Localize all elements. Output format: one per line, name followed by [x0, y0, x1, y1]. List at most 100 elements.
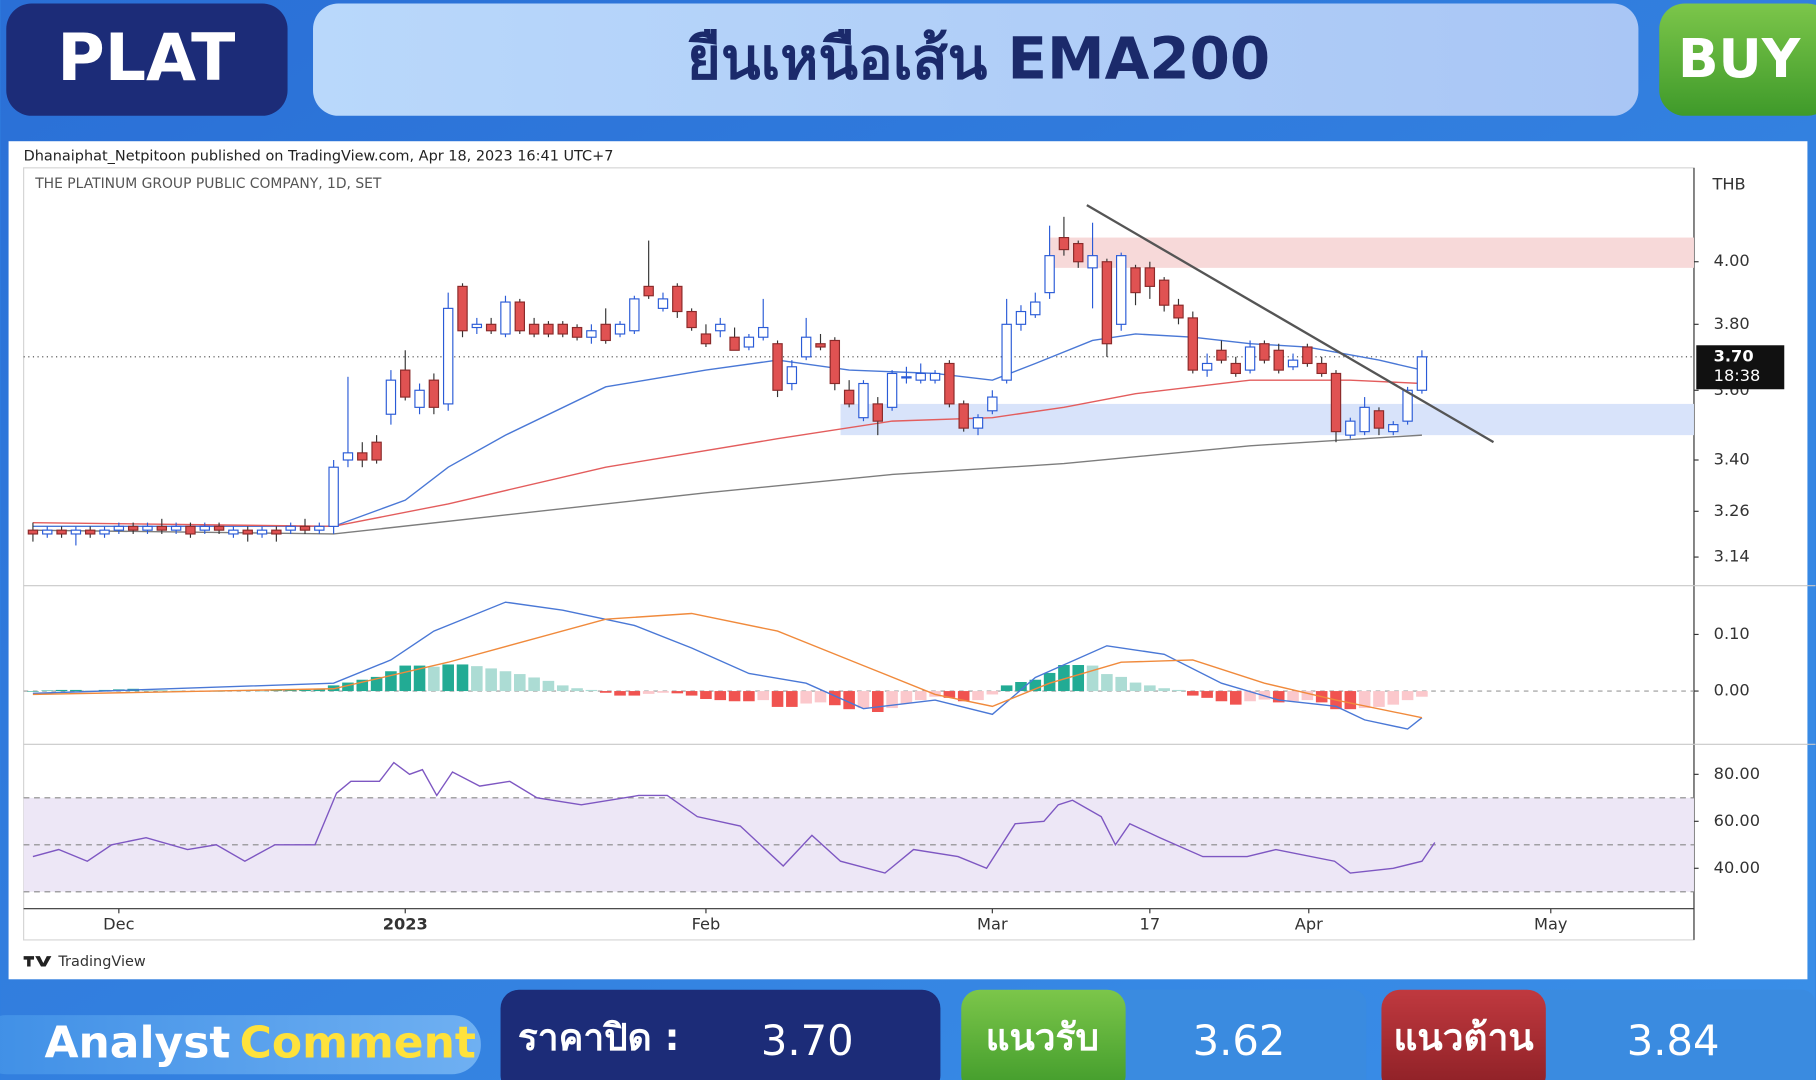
ema-line — [32, 434, 1422, 535]
candle-body — [1015, 310, 1027, 325]
y-tick-label: 3.40 — [1714, 450, 1750, 469]
candle-body — [414, 389, 425, 408]
title-pill — [313, 3, 1639, 116]
candle-body — [1359, 406, 1370, 433]
candle-body — [843, 389, 855, 405]
support-value: 3.62 — [1193, 1016, 1286, 1065]
candle-body — [514, 301, 526, 332]
candle-body — [471, 323, 483, 329]
candle-body — [657, 298, 669, 309]
y-tick-label: 4.00 — [1714, 251, 1750, 270]
macd-histogram-bar — [871, 691, 884, 713]
macd-histogram-bar — [743, 691, 755, 702]
macd-histogram-bar — [771, 691, 784, 707]
y-tick-label: 0.10 — [1714, 624, 1750, 643]
macd-histogram-bar — [471, 666, 483, 692]
resistance-tab — [1381, 989, 1546, 1080]
candle-body — [1316, 362, 1327, 375]
macd-histogram-bar — [914, 691, 927, 701]
macd-histogram-bar — [27, 691, 39, 692]
candle-body — [56, 529, 67, 535]
macd-histogram-bar — [413, 665, 426, 692]
candle-body — [1173, 304, 1184, 319]
chart-title: THE PLATINUM GROUP PUBLIC COMPANY, 1D, S… — [34, 176, 382, 192]
macd-histogram-bar — [499, 671, 512, 692]
candle-body — [357, 452, 368, 461]
candle-body — [1144, 267, 1156, 287]
macd-histogram-bar — [585, 689, 598, 692]
candle-body — [314, 525, 325, 531]
candle-body — [70, 529, 82, 535]
macd-histogram-bar — [728, 691, 741, 702]
macd-histogram-bar — [1129, 682, 1142, 692]
candle-body — [485, 323, 497, 332]
comment-word: Analyst — [44, 1017, 230, 1068]
candle-body — [371, 441, 382, 461]
candle-body — [1201, 362, 1213, 371]
macd-histogram-bar — [370, 676, 383, 692]
candle-body — [686, 310, 697, 329]
candle-body — [958, 403, 969, 429]
macd-histogram-bar — [514, 674, 526, 692]
countdown: 18:38 — [1714, 366, 1761, 385]
macd-histogram-bar — [1215, 691, 1228, 702]
macd-histogram-bar — [1072, 665, 1085, 692]
close-value: 3.70 — [761, 1016, 854, 1065]
candle-body — [1030, 301, 1041, 316]
title: ยืนเหนือเส้น EMA200 — [687, 25, 1270, 93]
candle-body — [113, 525, 125, 531]
candle-body — [800, 336, 812, 358]
candle-body — [457, 285, 468, 332]
candle-body — [758, 326, 769, 338]
y-tick-label: 3.80 — [1714, 314, 1750, 333]
macd-histogram-bar — [614, 691, 626, 696]
candle-body — [586, 330, 597, 338]
candle-body — [1216, 349, 1227, 361]
candle-body — [1158, 279, 1170, 306]
candle-body — [442, 307, 454, 405]
candle-body — [629, 298, 640, 332]
candle-body — [1416, 356, 1428, 391]
publisher: Dhanaiphat_Netpitoon published on Tradin… — [24, 148, 614, 164]
macd-histogram-bar — [1158, 688, 1170, 692]
candle-body — [786, 366, 798, 385]
macd-histogram-bar — [700, 691, 712, 699]
candle-body — [643, 285, 654, 297]
x-tick-label: 2023 — [383, 914, 428, 933]
candle-body — [1287, 359, 1299, 368]
macd-histogram-bar — [1358, 691, 1371, 709]
macd-histogram-bar — [41, 690, 54, 692]
macd-histogram-bar — [843, 691, 855, 710]
macd-histogram-bar — [1301, 691, 1314, 701]
candle-body — [886, 372, 898, 408]
last-price-box — [1696, 345, 1785, 390]
candle-body — [1087, 255, 1098, 269]
resistance-label: แนวต้าน — [1394, 1016, 1534, 1059]
macd-histogram-bar — [1115, 676, 1127, 692]
x-tick-label: Dec — [103, 914, 134, 933]
y-tick-label: 3.14 — [1714, 547, 1750, 566]
macd-histogram-bar — [256, 691, 268, 692]
macd-histogram-bar — [1416, 691, 1428, 697]
macd-histogram-bar — [786, 691, 798, 707]
macd-histogram-bar — [1201, 691, 1213, 698]
y-tick-label: 40.00 — [1714, 858, 1760, 877]
macd-histogram-bar — [55, 689, 68, 692]
macd-histogram-bar — [456, 664, 469, 692]
macd-histogram-bar — [1244, 691, 1256, 702]
macd-histogram-bar — [1272, 691, 1285, 703]
candle-body — [1373, 410, 1385, 429]
macd-histogram-bar — [542, 680, 555, 692]
candle-body — [328, 466, 339, 527]
candle-body — [1244, 346, 1256, 371]
candle-body — [815, 343, 826, 348]
chart: 3.143.263.403.603.804.003.7018:380.000.1… — [23, 204, 1785, 933]
candle-body — [972, 417, 984, 429]
macd-histogram-bar — [1172, 689, 1185, 692]
candle-body — [729, 336, 740, 351]
macd-histogram-bar — [1144, 685, 1156, 692]
zone — [1049, 237, 1694, 268]
candle-body — [199, 525, 210, 531]
macd-histogram-bar — [385, 671, 397, 692]
